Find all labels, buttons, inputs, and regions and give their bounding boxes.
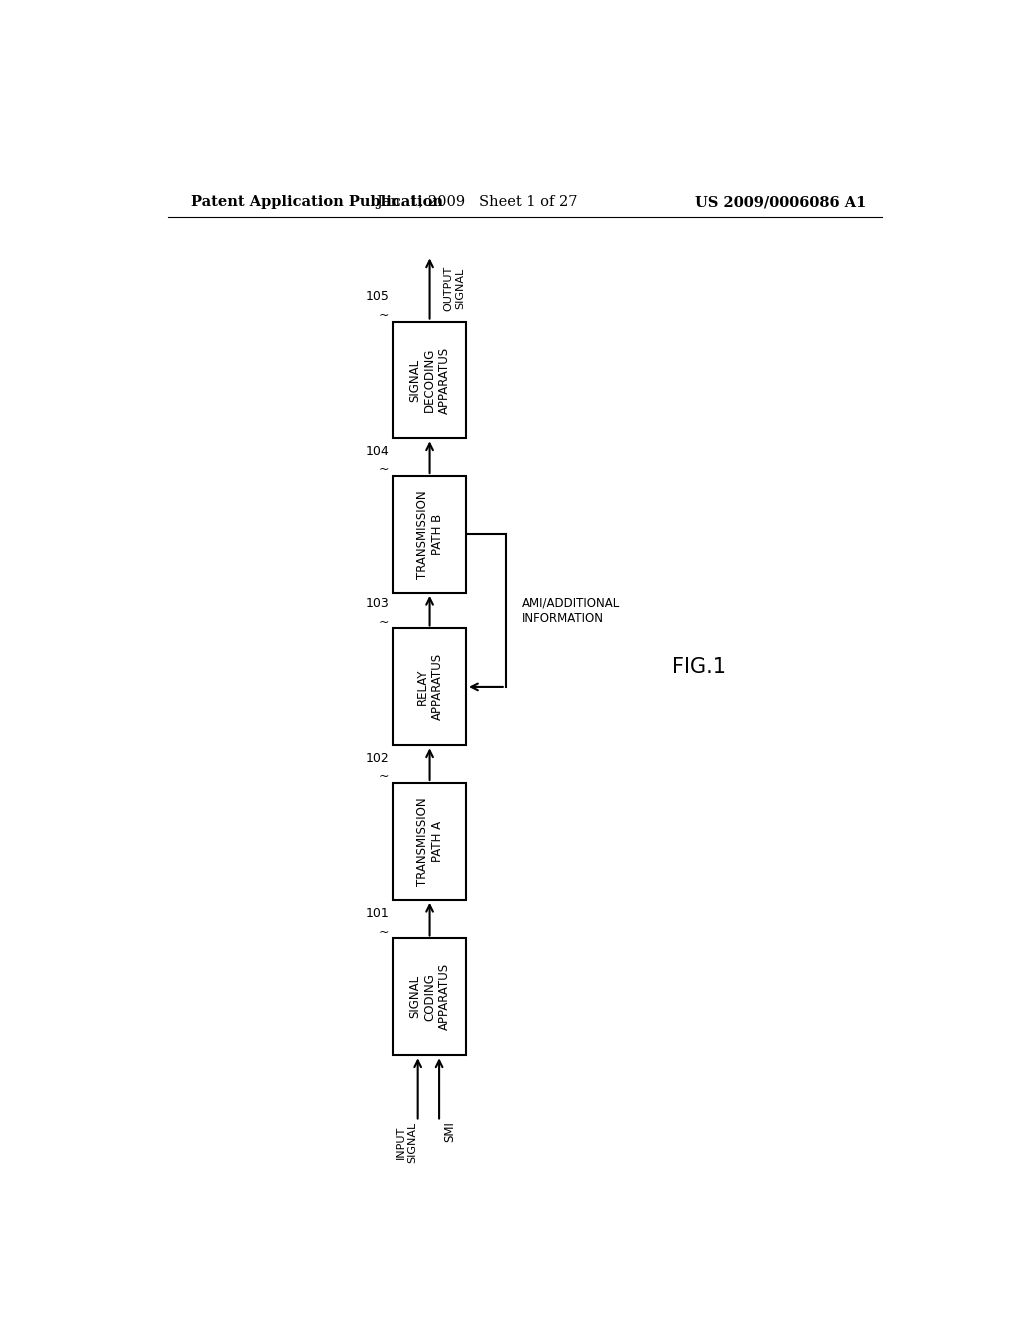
Text: 102: 102: [366, 751, 389, 764]
Text: 103: 103: [366, 597, 389, 610]
Text: RELAY
APPARATUS: RELAY APPARATUS: [416, 653, 443, 721]
Bar: [393, 322, 466, 438]
Text: Patent Application Publication: Patent Application Publication: [191, 195, 443, 209]
Text: SIGNAL
DECODING
APPARATUS: SIGNAL DECODING APPARATUS: [409, 346, 451, 413]
Bar: [393, 628, 466, 746]
Text: ~: ~: [379, 309, 389, 322]
Text: ~: ~: [379, 770, 389, 783]
Text: ~: ~: [379, 463, 389, 477]
Text: 104: 104: [366, 445, 389, 458]
Text: ~: ~: [379, 615, 389, 628]
Text: OUTPUT
SIGNAL: OUTPUT SIGNAL: [443, 267, 466, 312]
Text: FIG.1: FIG.1: [673, 656, 726, 677]
Bar: [393, 477, 466, 593]
Text: US 2009/0006086 A1: US 2009/0006086 A1: [694, 195, 866, 209]
Text: AMI/ADDITIONAL
INFORMATION: AMI/ADDITIONAL INFORMATION: [521, 597, 620, 624]
Text: TRANSMISSION
PATH B: TRANSMISSION PATH B: [416, 490, 443, 578]
Text: ~: ~: [379, 925, 389, 939]
Text: INPUT
SIGNAL: INPUT SIGNAL: [395, 1122, 418, 1163]
Text: 101: 101: [366, 907, 389, 920]
Bar: [393, 939, 466, 1056]
Text: SMI: SMI: [443, 1122, 456, 1142]
Text: Jan. 1, 2009   Sheet 1 of 27: Jan. 1, 2009 Sheet 1 of 27: [377, 195, 578, 209]
Text: SIGNAL
CODING
APPARATUS: SIGNAL CODING APPARATUS: [409, 964, 451, 1031]
Text: 105: 105: [366, 290, 389, 304]
Text: TRANSMISSION
PATH A: TRANSMISSION PATH A: [416, 797, 443, 886]
Bar: [393, 783, 466, 900]
